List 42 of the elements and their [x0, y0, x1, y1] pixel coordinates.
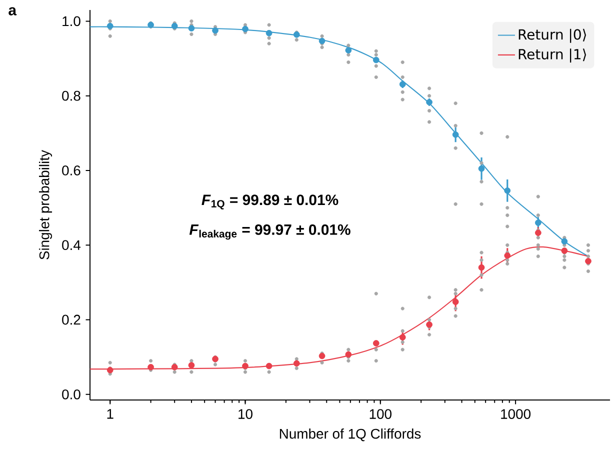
- point: [452, 298, 459, 306]
- point: [478, 165, 485, 172]
- x-tick-label: 100: [370, 409, 392, 419]
- point: [212, 27, 218, 34]
- point: [106, 22, 114, 30]
- point: [504, 252, 511, 259]
- point: [372, 56, 380, 64]
- point: [585, 258, 592, 264]
- y-tick-label: 1.0: [62, 16, 80, 26]
- point: [399, 334, 406, 340]
- x-tick-label: 10: [238, 409, 252, 419]
- y-tick-label: 0.2: [62, 314, 80, 325]
- x-tick-label: 1000: [501, 409, 531, 419]
- point: [504, 187, 511, 194]
- y-axis-title: Singlet probability: [39, 150, 52, 260]
- point: [293, 360, 300, 367]
- legend-label: Return |1⟩: [518, 48, 586, 63]
- point: [266, 362, 272, 370]
- point: [426, 321, 432, 328]
- point: [212, 356, 218, 362]
- text: a: [8, 7, 17, 16]
- y-tick-label: 0.6: [62, 166, 80, 176]
- point: [372, 340, 380, 346]
- point: [106, 366, 114, 374]
- point: [318, 38, 326, 44]
- point: [399, 81, 406, 88]
- point: [345, 47, 352, 54]
- y-tick-label: 0.8: [62, 90, 80, 101]
- annotation: F$_{1Q}$ = 99.89 ± 0.01%: [202, 194, 338, 210]
- point: [318, 352, 326, 360]
- point: [345, 351, 352, 358]
- y-tick-label: 0.0: [62, 389, 80, 400]
- annotation: F$_{leakage}$ = 99.97 ± 0.01%: [189, 224, 350, 240]
- point: [452, 131, 459, 138]
- legend-label: Return |0⟩: [518, 28, 586, 43]
- x-axis-title: Number of 1Q Cliffords: [280, 428, 421, 442]
- point: [293, 31, 300, 38]
- point: [266, 30, 272, 36]
- point: [478, 264, 485, 271]
- y-tick-label: 0.4: [62, 240, 81, 250]
- x-tick-label: 1: [107, 409, 114, 419]
- point: [426, 98, 432, 106]
